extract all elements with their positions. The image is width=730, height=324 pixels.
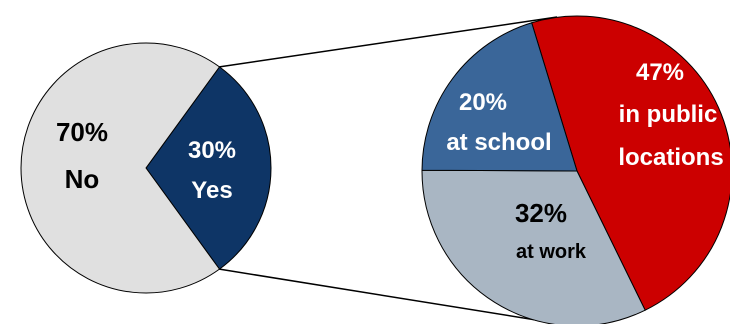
secondary-pie xyxy=(421,15,730,324)
slice-label-work-pct: 32% xyxy=(515,198,567,228)
connector-lines xyxy=(219,16,566,324)
slice-yes xyxy=(145,66,272,270)
slice-label-public-name-line1: in public xyxy=(619,101,718,128)
slice-label-school-pct: 20% xyxy=(459,89,507,116)
slice-label-yes-pct: 30% xyxy=(188,137,236,164)
slice-label-no-pct: 70% xyxy=(56,117,108,147)
slice-label-yes-name: Yes xyxy=(191,177,232,204)
slice-label-school-name: at school xyxy=(446,129,551,156)
slice-in-public-locations xyxy=(531,15,730,311)
connector-line-bottom xyxy=(219,268,566,324)
main-pie xyxy=(20,42,272,294)
slice-at-school xyxy=(421,22,578,172)
slice-label-public-name-line2: locations xyxy=(618,144,723,171)
slice-at-work xyxy=(421,169,646,324)
slice-no xyxy=(20,42,221,294)
slice-label-work-name: at work xyxy=(516,241,587,263)
slice-label-public-pct: 47% xyxy=(636,59,684,86)
slice-label-no-name: No xyxy=(65,164,100,194)
connector-line-top xyxy=(219,16,558,68)
slice-labels: 70% No 30% Yes 20% at school 47% in publ… xyxy=(56,59,724,263)
